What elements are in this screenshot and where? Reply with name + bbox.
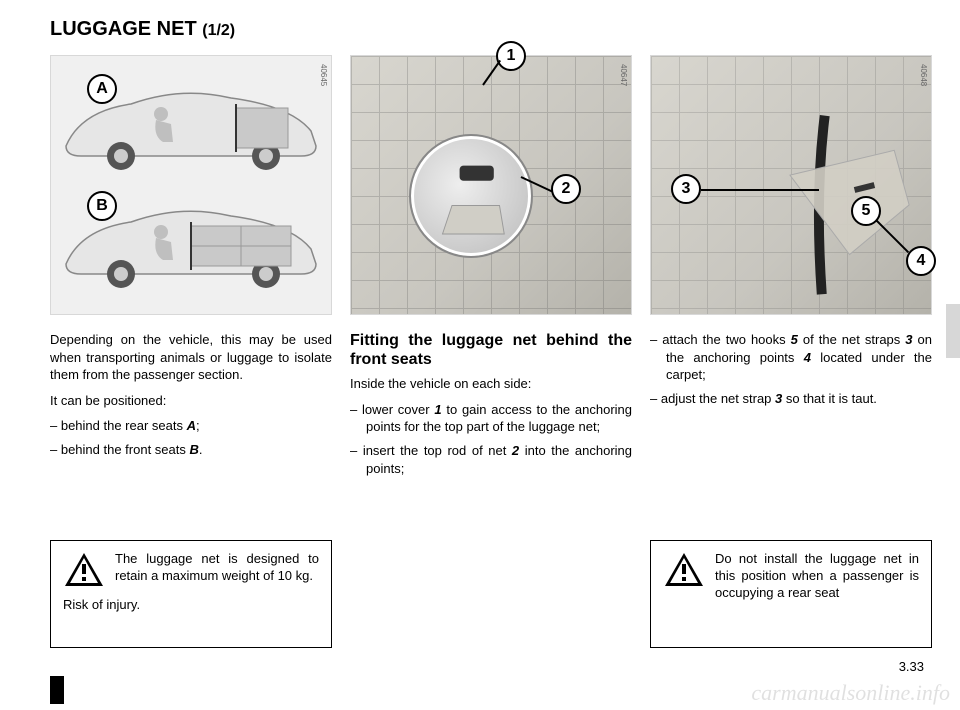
col2-li2: insert the top rod of net 2 into the anc… (350, 442, 632, 477)
column-3: 40648 3 4 5 attach the two hooks 5 of th… (650, 55, 932, 483)
car-silhouette-b (61, 194, 321, 294)
col2-para1: Inside the vehicle on each side: (350, 375, 632, 393)
col1-para1: Depending on the vehicle, this may be us… (50, 331, 332, 384)
manual-page: LUGGAGE NET (1/2) 40645 A B (0, 0, 960, 710)
warning-icon (63, 551, 105, 589)
column-1: 40645 A B (50, 55, 332, 483)
content-columns: 40645 A B (50, 55, 924, 483)
col1-li2: behind the front seats B. (50, 441, 332, 459)
col2-li1: lower cover 1 to gain access to the anch… (350, 401, 632, 436)
detail-inset (411, 136, 531, 256)
figure-vehicle-positions: 40645 A B (50, 55, 332, 315)
col3-li2: adjust the net strap 3 so that it is tau… (650, 390, 932, 408)
col1-li1: behind the rear seats A; (50, 417, 332, 435)
col1-text: Depending on the vehicle, this may be us… (50, 331, 332, 458)
label-3: 3 (671, 174, 701, 204)
warning-icon (663, 551, 705, 589)
figure-front-seats: 40647 1 2 (350, 55, 632, 315)
col1-para2: It can be positioned: (50, 392, 332, 410)
warning-box-left: The luggage net is designed to retain a … (50, 540, 332, 648)
figure-ref-num: 40647 (619, 64, 628, 86)
label-5: 5 (851, 196, 881, 226)
page-title: LUGGAGE NET (1/2) (50, 18, 924, 41)
car-silhouette-a (61, 76, 321, 176)
warn-left-l2: Risk of injury. (63, 597, 140, 612)
warning-box-right: Do not install the luggage net in this p… (650, 540, 932, 648)
crop-mark (50, 676, 64, 704)
warn-right-l1: Do not install the luggage net in this p… (715, 551, 919, 600)
page-number: 3.33 (899, 659, 924, 674)
figure-anchor-points: 40648 3 4 5 (650, 55, 932, 315)
column-2: 40647 1 2 Fitting the luggage net behind… (350, 55, 632, 483)
col2-heading: Fitting the luggage net behind the front… (350, 331, 632, 369)
title-main: LUGGAGE NET (50, 18, 202, 40)
watermark: carmanualsonline.info (751, 680, 950, 706)
side-tab (946, 304, 960, 358)
label-2: 2 (551, 174, 581, 204)
col2-text: Fitting the luggage net behind the front… (350, 331, 632, 477)
label-4: 4 (906, 246, 936, 276)
label-1: 1 (496, 41, 526, 71)
leader-3 (701, 189, 819, 191)
title-sub: (1/2) (202, 22, 235, 39)
col3-text: attach the two hooks 5 of the net straps… (650, 331, 932, 407)
col3-li1: attach the two hooks 5 of the net straps… (650, 331, 932, 384)
warn-left-l1: The luggage net is designed to retain a … (115, 551, 319, 583)
